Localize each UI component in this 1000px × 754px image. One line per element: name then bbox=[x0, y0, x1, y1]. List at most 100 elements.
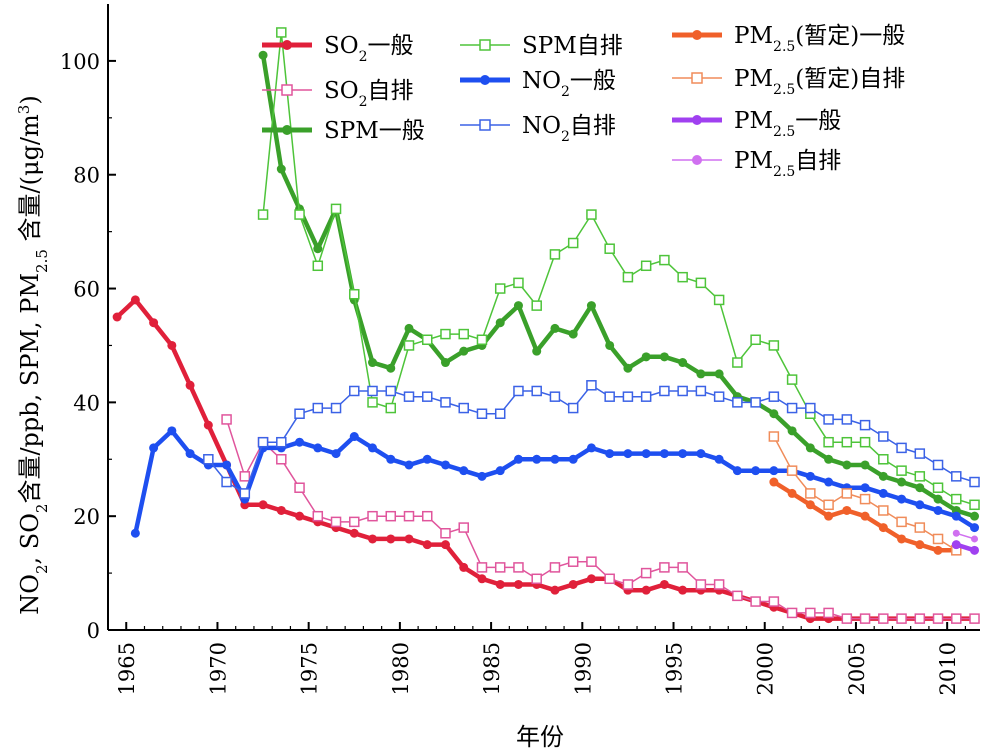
legend-marker bbox=[480, 75, 490, 85]
legend-marker bbox=[692, 115, 702, 125]
legend-item: PM2.5(暂定)一般 bbox=[672, 23, 905, 55]
series-line bbox=[262, 31, 975, 506]
data-point bbox=[841, 488, 853, 499]
data-point bbox=[878, 471, 888, 481]
data-point bbox=[368, 358, 378, 368]
data-point bbox=[257, 436, 269, 448]
data-point bbox=[494, 408, 506, 419]
data-point bbox=[641, 449, 651, 459]
series-4 bbox=[130, 426, 980, 538]
data-point bbox=[495, 466, 505, 476]
data-point bbox=[860, 511, 870, 521]
legend-item: PM2.5一般 bbox=[672, 108, 841, 140]
data-point bbox=[641, 585, 651, 595]
data-point bbox=[185, 449, 195, 459]
x-axis-title: 年份 bbox=[516, 723, 564, 751]
data-point bbox=[914, 522, 926, 533]
legend-label: PM2.5一般 bbox=[734, 108, 841, 140]
legend-item: SO2自排 bbox=[262, 78, 414, 110]
legend-marker bbox=[281, 84, 293, 96]
data-point bbox=[859, 419, 871, 431]
data-point bbox=[859, 613, 871, 624]
legend-item: NO2一般 bbox=[460, 68, 616, 100]
legend-label: PM2.5(暂定)自排 bbox=[734, 66, 905, 98]
y-tick-label: 60 bbox=[73, 278, 100, 302]
data-point bbox=[440, 528, 451, 539]
data-point bbox=[440, 460, 450, 470]
data-point bbox=[824, 511, 834, 521]
data-point bbox=[221, 414, 232, 425]
data-point bbox=[367, 510, 378, 522]
data-point bbox=[330, 203, 342, 215]
data-point bbox=[751, 466, 761, 476]
data-point bbox=[531, 385, 542, 397]
data-point bbox=[914, 613, 926, 624]
data-point bbox=[476, 334, 488, 346]
legend-marker bbox=[282, 40, 292, 50]
data-point bbox=[897, 477, 907, 487]
data-point bbox=[330, 402, 342, 414]
data-point bbox=[914, 448, 926, 459]
data-point bbox=[367, 385, 378, 397]
legend-item: SPM自排 bbox=[460, 33, 623, 59]
x-tick-label: 1980 bbox=[389, 642, 413, 695]
data-point bbox=[605, 340, 615, 350]
data-point bbox=[878, 505, 889, 516]
legend-item: SO2一般 bbox=[262, 33, 414, 65]
x-tick-label: 2010 bbox=[936, 642, 960, 695]
data-point bbox=[750, 397, 761, 408]
data-point bbox=[313, 244, 323, 254]
data-point bbox=[677, 271, 688, 283]
data-point bbox=[952, 529, 960, 537]
data-point bbox=[421, 391, 433, 402]
data-point bbox=[915, 483, 925, 493]
data-point bbox=[568, 579, 578, 589]
data-point bbox=[932, 613, 944, 624]
data-point bbox=[623, 363, 633, 373]
data-point bbox=[276, 454, 287, 465]
data-point bbox=[969, 613, 980, 624]
data-point bbox=[421, 510, 433, 522]
data-point bbox=[713, 391, 725, 402]
data-point bbox=[550, 454, 560, 464]
legend-marker bbox=[692, 155, 702, 165]
data-point bbox=[167, 426, 177, 436]
data-point bbox=[532, 346, 542, 356]
data-point bbox=[604, 243, 615, 254]
x-tick-label: 2000 bbox=[754, 642, 778, 695]
data-point bbox=[549, 249, 561, 260]
data-point bbox=[440, 328, 451, 340]
data-point bbox=[477, 471, 487, 481]
legend-label: NO2自排 bbox=[522, 113, 616, 145]
data-point bbox=[421, 334, 433, 346]
data-point bbox=[586, 443, 596, 453]
data-point bbox=[732, 590, 743, 602]
data-point bbox=[403, 340, 415, 351]
data-point bbox=[897, 534, 907, 544]
data-point bbox=[714, 369, 724, 379]
data-point bbox=[586, 301, 596, 311]
data-point bbox=[349, 432, 359, 442]
data-point bbox=[696, 449, 706, 459]
data-point bbox=[404, 323, 414, 333]
legend-label: PM2.5(暂定)一般 bbox=[734, 23, 905, 55]
data-point bbox=[860, 460, 870, 470]
data-point bbox=[896, 442, 907, 454]
series-8 bbox=[951, 540, 980, 555]
data-point bbox=[513, 385, 524, 397]
data-point bbox=[221, 476, 232, 488]
series-line bbox=[207, 384, 975, 495]
data-point bbox=[787, 488, 797, 498]
data-point bbox=[349, 528, 359, 538]
data-point bbox=[678, 585, 688, 595]
y-tick-label: 40 bbox=[73, 391, 100, 415]
data-point bbox=[404, 534, 414, 544]
data-point bbox=[622, 271, 634, 283]
y-tick-label: 100 bbox=[60, 50, 100, 74]
data-point bbox=[149, 443, 159, 453]
data-point bbox=[933, 545, 943, 555]
data-point bbox=[823, 436, 834, 448]
legend-label: SO2一般 bbox=[324, 33, 414, 65]
legend: SO2一般 SO2自排 SPM一般 SPM自排 NO2一般 NO2自排 PM2.5(暂定)一… bbox=[262, 23, 905, 180]
